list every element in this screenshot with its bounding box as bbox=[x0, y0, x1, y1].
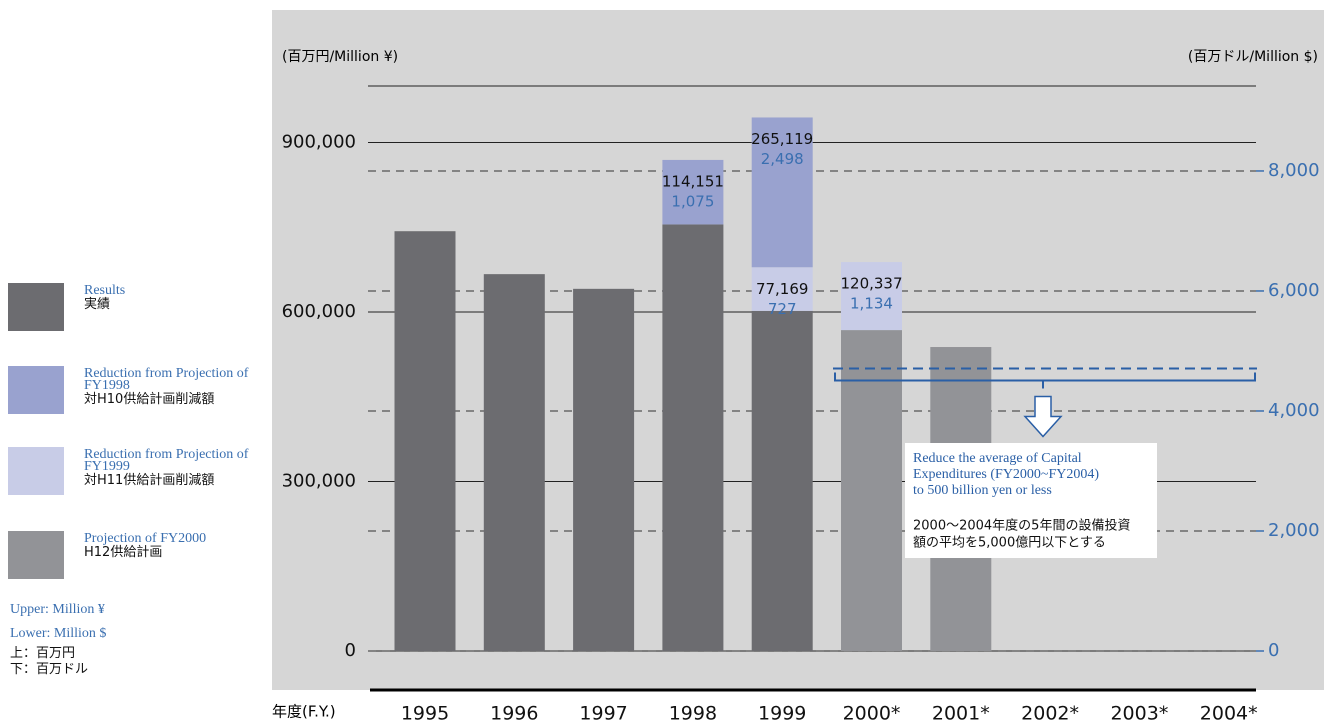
data-label: 114,151 bbox=[662, 172, 724, 190]
bar-segment bbox=[662, 224, 724, 652]
bar-segment bbox=[394, 231, 456, 651]
legend-label-ja: 実績 bbox=[84, 297, 111, 312]
legend-text: Reduction from Projection of FY1998 対H10供… bbox=[84, 366, 274, 408]
annotation-en: Expenditures (FY2000~FY2004) bbox=[913, 467, 1099, 482]
y-tick-label: 300,000 bbox=[282, 471, 356, 492]
legend-item: Reduction from Projection of FY1998 対H10供… bbox=[8, 366, 270, 414]
legend-label: Results bbox=[84, 283, 126, 298]
x-tick-label: 1996 bbox=[490, 703, 538, 721]
x-tick-label: 1997 bbox=[579, 703, 627, 721]
legend-label-ja: 対H11供給計画削減額 bbox=[84, 473, 215, 488]
bar-segment bbox=[751, 267, 813, 311]
unit-note-ja: 下：百万ドル bbox=[10, 662, 89, 677]
unit-note-en: Upper: Million ¥ bbox=[10, 602, 105, 617]
y2-tick-label: 0 bbox=[1268, 640, 1279, 661]
bracket bbox=[834, 372, 1256, 389]
annotation-ja: 2000～2004年度の5年間の設備投資 bbox=[913, 518, 1130, 534]
unit-notes: Upper: Million ¥ Lower: Million $ 上：百万円 下：百… bbox=[10, 598, 260, 678]
data-label: 265,119 bbox=[751, 130, 813, 148]
y2-tick-label: 4,000 bbox=[1268, 400, 1320, 421]
x-tick-label: 2003* bbox=[1110, 703, 1168, 721]
legend-text: Results 実績 bbox=[84, 283, 274, 313]
bar-segment bbox=[751, 310, 813, 651]
x-tick-label: 1995 bbox=[401, 703, 449, 721]
y-tick-label: 600,000 bbox=[282, 301, 356, 322]
usd-label: 727 bbox=[768, 300, 797, 318]
x-tick-label: 1998 bbox=[669, 703, 717, 721]
legend-item: Results 実績 bbox=[8, 283, 270, 331]
legend-swatch bbox=[8, 283, 64, 331]
x-tick-label: 2001* bbox=[932, 703, 990, 721]
bar-segment bbox=[841, 262, 902, 331]
annotation-en: Reduce the average of Capital bbox=[913, 451, 1082, 466]
y2-tick-label: 8,000 bbox=[1268, 160, 1320, 181]
usd-label: 1,134 bbox=[850, 295, 893, 313]
legend-label: Reduction from Projection of FY1998 bbox=[84, 366, 249, 393]
annotation-ja: 額の平均を5,000億円以下とする bbox=[913, 535, 1106, 551]
legend-label-ja: 対H10供給計画削減額 bbox=[84, 392, 215, 407]
legend-swatch bbox=[8, 531, 64, 579]
x-tick-label: 1999 bbox=[758, 703, 806, 721]
bar-segment bbox=[751, 117, 813, 268]
x-tick-label: 2000* bbox=[843, 703, 901, 721]
legend-label: Projection of FY2000 bbox=[84, 531, 207, 546]
legend-label: Reduction from Projection of FY1999 bbox=[84, 447, 249, 474]
legend-label-ja: H12供給計画 bbox=[84, 545, 163, 560]
legend-swatch bbox=[8, 366, 64, 414]
bar-segment bbox=[573, 288, 635, 651]
bar-segment bbox=[841, 330, 902, 651]
bar-segment bbox=[483, 274, 545, 651]
y-unit-label: (百万円/Million ¥) bbox=[282, 49, 398, 65]
y-tick-label: 900,000 bbox=[282, 132, 356, 153]
legend-item: Reduction from Projection of FY1999 対H11供… bbox=[8, 447, 270, 495]
arrow bbox=[1023, 395, 1063, 438]
x-tick-label: 2002* bbox=[1021, 703, 1079, 721]
data-label: 77,169 bbox=[756, 280, 809, 298]
usd-label: 2,498 bbox=[761, 150, 804, 168]
data-label: 120,337 bbox=[840, 275, 902, 293]
legend-text: Reduction from Projection of FY1999 対H11供… bbox=[84, 447, 274, 489]
x-tick-label: 2004* bbox=[1200, 703, 1258, 721]
x-label: 年度(F.Y.) bbox=[272, 703, 336, 721]
usd-label: 1,075 bbox=[671, 192, 714, 210]
y2-tick-label: 6,000 bbox=[1268, 280, 1320, 301]
y-tick-label: 0 bbox=[345, 640, 356, 661]
legend-text: Projection of FY2000 H12供給計画 bbox=[84, 531, 274, 561]
legend-item: Projection of FY2000 H12供給計画 bbox=[8, 531, 270, 579]
unit-note-ja: 上：百万円 bbox=[10, 646, 76, 661]
y2-tick-label: 2,000 bbox=[1268, 520, 1320, 541]
annotation-box bbox=[905, 443, 1157, 558]
annotation-en: to 500 billion yen or less bbox=[913, 483, 1052, 498]
y2-unit-label: (百万ドル/Million $) bbox=[1188, 49, 1318, 65]
bar-segment bbox=[662, 159, 724, 225]
legend-swatch bbox=[8, 447, 64, 495]
unit-note-en: Lower: Million $ bbox=[10, 626, 107, 641]
